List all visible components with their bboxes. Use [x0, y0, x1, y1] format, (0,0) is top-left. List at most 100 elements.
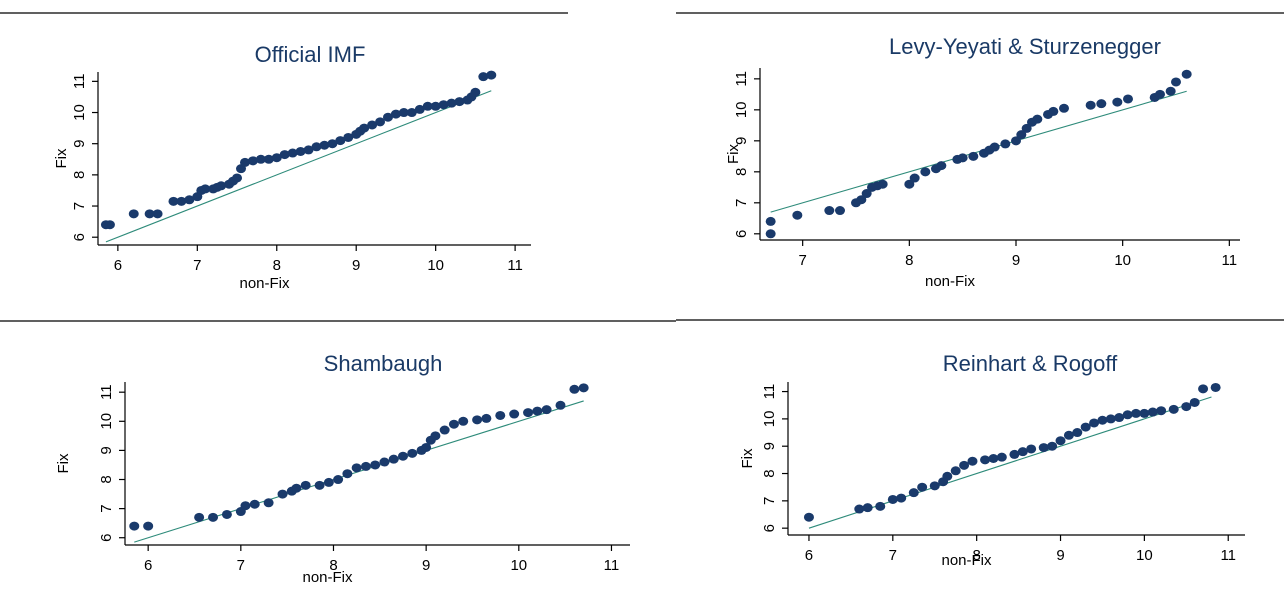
x-tick-label: 10 — [1136, 547, 1153, 564]
data-point — [277, 489, 288, 499]
data-point — [861, 189, 872, 199]
data-point — [1139, 408, 1150, 418]
data-point — [176, 196, 187, 206]
data-point — [887, 494, 898, 504]
data-point — [430, 101, 441, 111]
data-point — [421, 442, 432, 452]
data-point — [968, 151, 979, 161]
data-point — [936, 161, 947, 171]
y-tick-label: 9 — [98, 446, 115, 454]
data-point — [1047, 441, 1058, 451]
data-point — [1147, 407, 1158, 417]
data-point — [194, 512, 205, 522]
chart-title: Reinhart & Rogoff — [943, 351, 1118, 376]
data-point — [1130, 408, 1141, 418]
data-point — [1089, 418, 1100, 428]
data-point — [854, 504, 865, 514]
data-point — [398, 108, 409, 118]
data-point — [1122, 410, 1133, 420]
x-tick-label: 11 — [1222, 252, 1238, 269]
data-point — [909, 173, 920, 183]
data-point — [1189, 397, 1200, 407]
x-tick-label: 9 — [352, 257, 360, 274]
y-tick-label: 11 — [733, 71, 750, 87]
data-point — [862, 503, 873, 513]
data-point — [1080, 422, 1091, 432]
x-axis-title: non-Fix — [239, 275, 290, 292]
data-point — [578, 383, 589, 393]
chart-title: Official IMF — [255, 42, 366, 67]
data-point — [920, 167, 931, 177]
data-point — [343, 132, 354, 142]
y-tick-label: 8 — [98, 475, 115, 483]
data-point — [439, 425, 450, 435]
data-point — [143, 521, 154, 531]
y-tick-label: 6 — [733, 230, 750, 238]
data-point — [351, 463, 362, 473]
data-point — [792, 210, 803, 220]
y-tick-label: 10 — [733, 101, 750, 118]
data-point — [279, 150, 290, 160]
data-point — [1123, 94, 1133, 104]
data-point — [208, 512, 219, 522]
panel-shambaugh: Shambaugh 6 7 8 9 10 11 6 7 8 9 10 11 non-Fix Fix — [55, 351, 630, 586]
data-point — [333, 475, 344, 485]
y-tick-label: 7 — [733, 199, 750, 207]
x-tick-label: 10 — [1114, 252, 1131, 269]
data-point — [989, 142, 1000, 152]
data-point — [929, 481, 940, 491]
y-axis-title: Fix — [55, 453, 72, 473]
data-point — [129, 521, 140, 531]
data-point — [370, 460, 381, 470]
data-point — [1198, 384, 1209, 394]
data-point — [104, 220, 115, 230]
reference-line — [770, 90, 1187, 213]
data-point — [200, 184, 211, 194]
x-axis-title: non-Fix — [925, 273, 976, 290]
data-point — [856, 195, 867, 205]
data-point — [1038, 443, 1049, 453]
data-point — [569, 384, 580, 394]
x-tick-label: 6 — [144, 557, 152, 574]
data-point — [430, 431, 441, 441]
data-point — [263, 154, 274, 164]
data-point — [406, 108, 417, 118]
data-point — [255, 154, 266, 164]
data-point — [1181, 402, 1192, 412]
x-tick-label: 10 — [510, 557, 527, 574]
data-point — [1096, 99, 1107, 109]
data-point — [1063, 430, 1074, 440]
y-tick-label: 9 — [733, 137, 750, 145]
x-tick-label: 7 — [889, 547, 897, 564]
data-point — [1072, 428, 1083, 438]
data-point — [486, 70, 497, 80]
data-point — [532, 406, 543, 416]
data-point — [1059, 103, 1069, 113]
data-point — [271, 153, 282, 163]
data-point — [1048, 106, 1059, 116]
data-point — [375, 117, 386, 127]
data-point — [240, 501, 251, 511]
x-tick-label: 8 — [972, 547, 980, 564]
y-tick-label: 6 — [71, 233, 88, 241]
data-point — [291, 483, 302, 493]
x-tick-label: 9 — [1012, 252, 1020, 269]
data-point — [247, 156, 258, 166]
data-point — [509, 409, 520, 419]
data-point — [1011, 136, 1021, 146]
data-point — [1165, 86, 1176, 96]
data-point — [1181, 69, 1192, 79]
data-point — [765, 216, 776, 226]
data-point — [390, 109, 401, 119]
data-point — [1112, 97, 1123, 107]
data-point — [446, 98, 457, 108]
data-point — [360, 461, 371, 471]
x-tick-label: 7 — [237, 557, 245, 574]
data-point — [303, 145, 314, 155]
data-point — [824, 206, 835, 216]
data-point — [388, 454, 399, 464]
x-tick-label: 9 — [422, 557, 430, 574]
data-point — [1009, 449, 1020, 459]
data-point — [458, 416, 469, 426]
data-point — [1097, 415, 1108, 425]
